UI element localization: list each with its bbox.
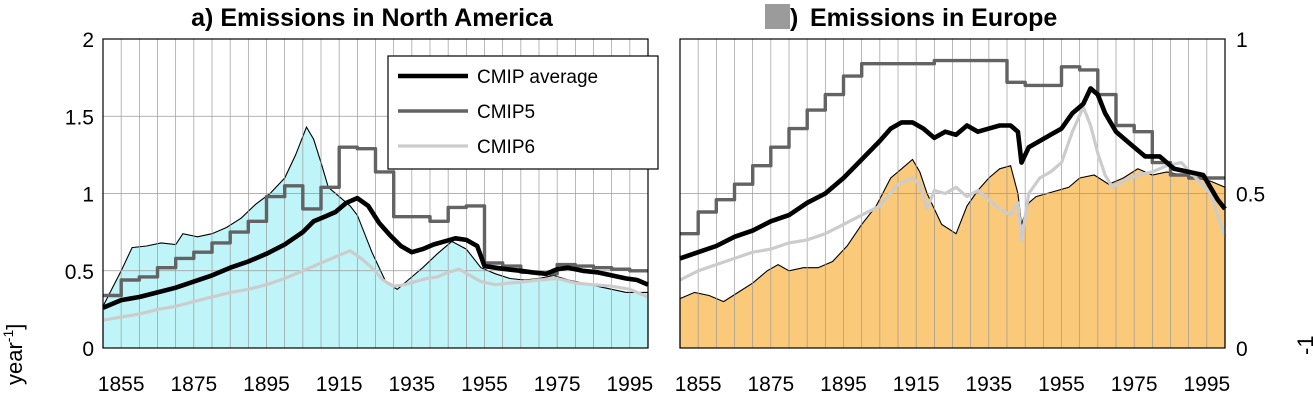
series-line-cmip-average: [102, 195, 649, 310]
series-line-cmip6: [679, 105, 1227, 282]
x-tick-label: 1935: [965, 373, 1012, 396]
y-tick-label: 0.5: [65, 261, 94, 284]
y-tick-label: 1.5: [65, 106, 94, 129]
axes-frame: [102, 38, 649, 349]
x-tick-label: 1855: [675, 373, 722, 396]
y-label-text: year: [2, 342, 27, 385]
na-plot-area: 1855 1875 1895 1915 1935 1955 1975 1995 0 0.5 1 1.5…: [65, 29, 659, 396]
title-occluding-box: [765, 4, 790, 29]
eu-plot-area: 1855 1875 1895 1915 1935 1955 1975 1995 0 0.5 1: [675, 29, 1265, 396]
legend-label: CMIP6: [477, 137, 535, 158]
panel-north-america: a) Emissions in North America 1855 1875 18…: [65, 4, 659, 396]
x-tick-label: 1895: [243, 373, 290, 396]
y-tick-label: 0.5: [1236, 184, 1265, 207]
legend-label: CMIP average: [477, 67, 598, 88]
y-tick-label: 1: [82, 184, 94, 207]
y-axis-label-eu-fragment: -1: [1293, 335, 1313, 355]
x-tick-label: 1995: [606, 373, 653, 396]
x-tick-label: 1915: [316, 373, 363, 396]
legend-label: CMIP5: [477, 102, 535, 123]
x-tick-label: 1995: [1183, 373, 1230, 396]
x-tick-label: 1935: [388, 373, 435, 396]
x-tick-label: 1915: [893, 373, 940, 396]
y-tick-label: 1: [1236, 29, 1248, 52]
chart-title-eu: Emissions in Europe: [810, 4, 1057, 32]
svg-text:year-1]: year-1]: [0, 324, 27, 385]
chart-title-prefix-eu: ): [790, 4, 798, 32]
series-line-cmip-average: [679, 86, 1227, 261]
x-tick-label: 1975: [534, 373, 581, 396]
y-tick-label: 0: [1236, 338, 1248, 361]
y-tick-label: 2: [82, 29, 94, 52]
panel-europe: ) Emissions in Europe 1855 1875 1895 1915 19…: [675, 4, 1265, 396]
y-label-bracket: ]: [2, 324, 27, 330]
chart-title-na: a) Emissions in North America: [191, 4, 554, 32]
x-tick-label: 1955: [461, 373, 508, 396]
axes-frame: [679, 38, 1226, 349]
x-tick-label: 1895: [820, 373, 867, 396]
x-tick-label: 1955: [1038, 373, 1085, 396]
x-tick-label: 1875: [747, 373, 794, 396]
series-line-cmip6: [102, 249, 649, 322]
x-tick-label: 1875: [170, 373, 217, 396]
y-label-fragment: -1: [1293, 335, 1313, 355]
y-tick-label: 0: [82, 338, 94, 361]
y-label-superscript: -1: [0, 330, 16, 343]
series-line-cmip5: [680, 58, 1225, 236]
y-axis-label-na: year-1]: [0, 324, 27, 385]
chart-legend: CMIP average CMIP5 CMIP6: [387, 55, 659, 170]
x-tick-label: 1975: [1111, 373, 1158, 396]
x-tick-label: 1855: [98, 373, 145, 396]
